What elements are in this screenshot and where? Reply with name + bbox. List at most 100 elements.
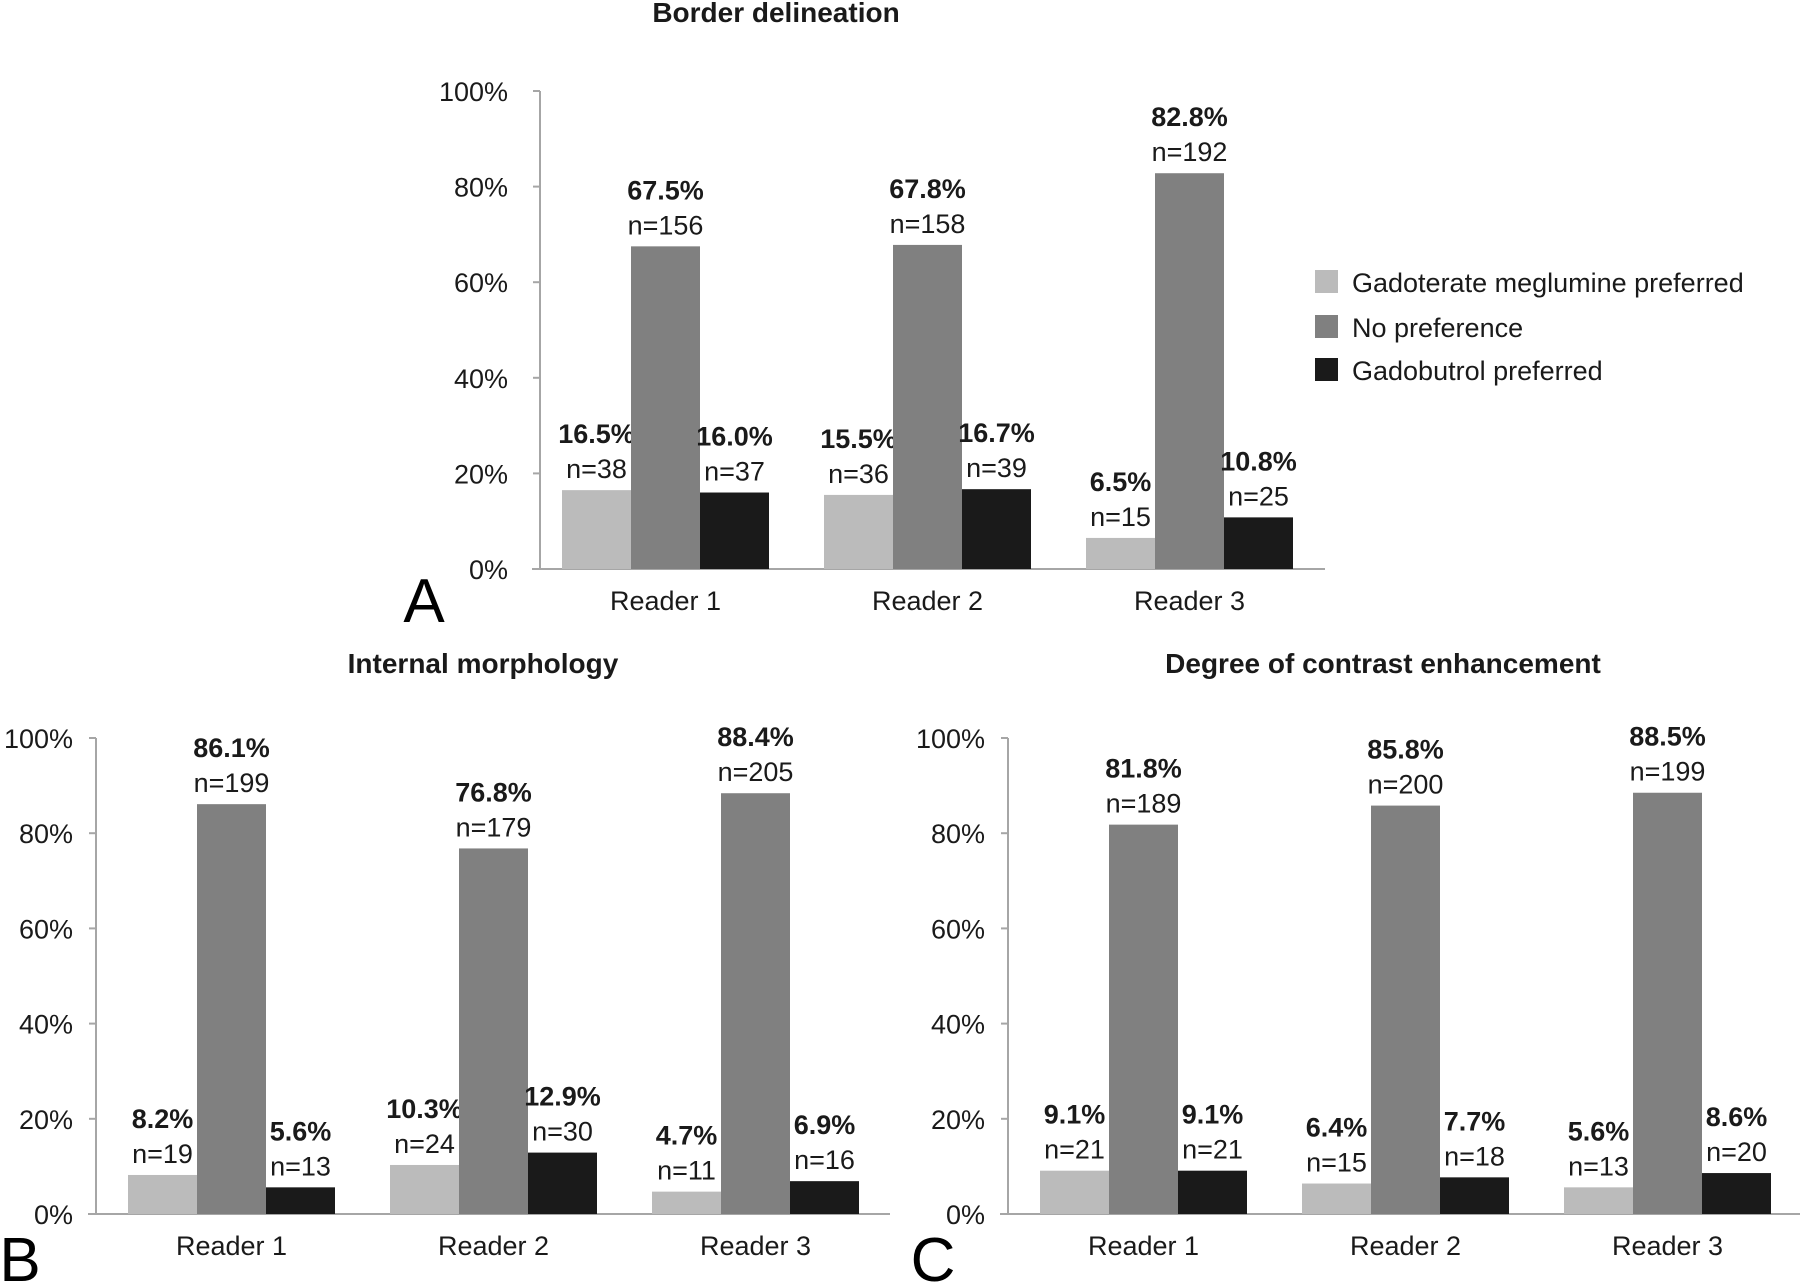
bar-n-label: n=20	[1706, 1137, 1767, 1167]
bar	[962, 489, 1031, 569]
bar-percent-label: 67.5%	[627, 175, 704, 205]
y-tick-label: 80%	[454, 173, 508, 203]
bar-n-label: n=199	[194, 768, 270, 798]
bar-n-label: n=15	[1090, 502, 1151, 532]
y-tick-label: 40%	[931, 1010, 985, 1040]
x-category-label: Reader 2	[438, 1231, 549, 1261]
bar	[1155, 173, 1224, 569]
bar-n-label: n=158	[890, 209, 966, 239]
bar	[700, 492, 769, 569]
legend-label-gadobutrol: Gadobutrol preferred	[1352, 356, 1603, 386]
bar-n-label: n=189	[1106, 789, 1182, 819]
bar-percent-label: 9.1%	[1182, 1100, 1244, 1130]
x-category-label: Reader 2	[1350, 1231, 1461, 1261]
bar	[562, 490, 631, 569]
bar-n-label: n=11	[657, 1156, 716, 1186]
bar-n-label: n=18	[1444, 1141, 1505, 1171]
y-tick-label: 100%	[916, 724, 985, 754]
y-tick-label: 60%	[454, 268, 508, 298]
y-tick-label: 20%	[931, 1105, 985, 1135]
x-category-label: Reader 2	[872, 586, 983, 616]
bar-percent-label: 10.3%	[386, 1094, 463, 1124]
bar-percent-label: 16.5%	[558, 419, 635, 449]
bar	[1371, 805, 1440, 1214]
bar-percent-label: 16.7%	[958, 418, 1035, 448]
chart-panel-a: Border delineation A 0% 20% 40% 60% 80% 100% n…	[403, 0, 1325, 636]
bar	[1564, 1187, 1633, 1214]
bar-n-label: n=21	[1182, 1135, 1243, 1165]
bar-percent-label: 15.5%	[820, 424, 897, 454]
bar	[1302, 1183, 1371, 1214]
panel-letter: C	[911, 1226, 956, 1283]
legend-swatch-gadoterate	[1315, 270, 1338, 293]
bar-percent-label: 88.4%	[717, 722, 794, 752]
bar-n-label: n=36	[828, 459, 889, 489]
y-tick-label: 80%	[931, 819, 985, 849]
bar	[1109, 824, 1178, 1214]
bar	[528, 1152, 597, 1214]
bar-n-label: n=15	[1306, 1148, 1367, 1178]
bar-percent-label: 67.8%	[889, 174, 966, 204]
legend-label-gadoterate: Gadoterate meglumine preferred	[1352, 268, 1744, 298]
chart-panel-c: Degree of contrast enhancement C 0% 20% 40…	[911, 648, 1800, 1283]
bar-n-label: n=199	[1630, 757, 1706, 787]
bar	[1178, 1170, 1247, 1214]
y-tick-label: 20%	[19, 1105, 73, 1135]
bar-n-label: n=24	[394, 1129, 455, 1159]
panel-letter: A	[403, 567, 445, 636]
bar	[1633, 792, 1702, 1214]
bar	[721, 793, 790, 1214]
chart-title: Border delineation	[652, 0, 899, 28]
bar-n-label: n=25	[1228, 481, 1289, 511]
bar-n-label: n=156	[628, 210, 704, 240]
bar	[1702, 1173, 1771, 1214]
x-category-label: Reader 1	[610, 586, 721, 616]
chart-title: Internal morphology	[348, 648, 619, 679]
y-tick-label: 100%	[4, 724, 73, 754]
legend-label-no-preference: No preference	[1352, 313, 1523, 343]
bar-percent-label: 8.6%	[1706, 1102, 1768, 1132]
bar-n-label: n=13	[270, 1151, 331, 1181]
x-category-label: Reader 3	[1612, 1231, 1723, 1261]
bar-n-label: n=30	[532, 1117, 593, 1147]
bar	[790, 1181, 859, 1214]
bar	[197, 804, 266, 1214]
bar	[390, 1164, 459, 1214]
bar-n-label: n=179	[456, 812, 532, 842]
legend-swatch-gadobutrol	[1315, 358, 1338, 381]
bar-percent-label: 10.8%	[1220, 446, 1297, 476]
y-tick-label: 0%	[946, 1200, 985, 1230]
panel-letter: B	[0, 1226, 41, 1283]
bar-percent-label: 6.9%	[794, 1110, 856, 1140]
y-tick-label: 60%	[19, 914, 73, 944]
y-tick-label: 60%	[931, 914, 985, 944]
bar	[1040, 1170, 1109, 1214]
bar-percent-label: 4.7%	[656, 1121, 718, 1151]
bar	[893, 244, 962, 569]
bar-n-label: n=192	[1152, 137, 1228, 167]
bar-percent-label: 82.8%	[1151, 102, 1228, 132]
bar-percent-label: 76.8%	[455, 777, 532, 807]
bar	[1224, 517, 1293, 569]
chart-title: Degree of contrast enhancement	[1165, 648, 1601, 679]
chart-panel-b: Internal morphology B 0% 20% 40% 60% 80% 100%…	[0, 648, 890, 1283]
bar-percent-label: 12.9%	[524, 1082, 601, 1112]
y-tick-label: 0%	[34, 1200, 73, 1230]
bar-n-label: n=19	[132, 1139, 193, 1169]
y-tick-label: 40%	[454, 364, 508, 394]
y-tick-label: 0%	[469, 555, 508, 585]
bar	[652, 1191, 721, 1214]
bar-percent-label: 81.8%	[1105, 754, 1182, 784]
bar	[631, 246, 700, 569]
bar-n-label: n=13	[1568, 1151, 1629, 1181]
chart-legend: Gadoterate meglumine preferred No prefer…	[1315, 268, 1744, 386]
bar-percent-label: 88.5%	[1629, 722, 1706, 752]
bar	[128, 1174, 197, 1214]
bar	[824, 494, 893, 569]
legend-swatch-no-preference	[1315, 315, 1338, 338]
bar-n-label: n=38	[566, 454, 627, 484]
bar-percent-label: 6.4%	[1306, 1113, 1368, 1143]
bar-n-label: n=37	[704, 457, 765, 487]
bar-percent-label: 16.0%	[696, 422, 773, 452]
